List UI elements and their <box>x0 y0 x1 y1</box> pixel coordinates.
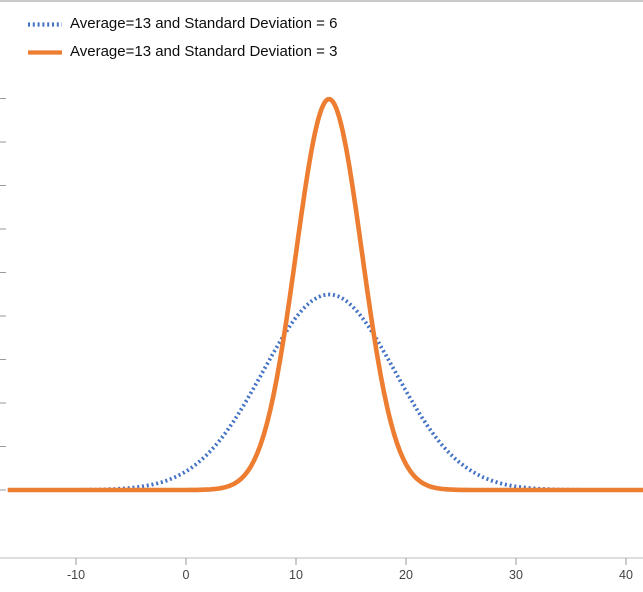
x-axis-tick-label: 0 <box>183 568 190 582</box>
legend-item-sd3: Average=13 and Standard Deviation = 3 <box>27 43 337 61</box>
curve-mean13-sd6 <box>7 292 643 492</box>
chart-legend: Average=13 and Standard Deviation = 6 Av… <box>27 15 337 61</box>
x-axis-tick-label: 10 <box>289 568 303 582</box>
legend-item-sd6: Average=13 and Standard Deviation = 6 <box>27 15 337 33</box>
legend-line-sample-dotted-blue <box>28 21 62 27</box>
x-axis-tick-label: 30 <box>509 568 523 582</box>
x-axis-tick-label: -10 <box>67 568 85 582</box>
x-axis-tick-label: 40 <box>619 568 633 582</box>
legend-label-sd6: Average=13 and Standard Deviation = 6 <box>70 15 338 32</box>
x-axis-tick-label: 20 <box>399 568 413 582</box>
curve-mean13-sd3 <box>7 96 643 493</box>
legend-label-sd3: Average=13 and Standard Deviation = 3 <box>70 43 338 60</box>
legend-line-sample-solid-orange <box>28 49 62 55</box>
